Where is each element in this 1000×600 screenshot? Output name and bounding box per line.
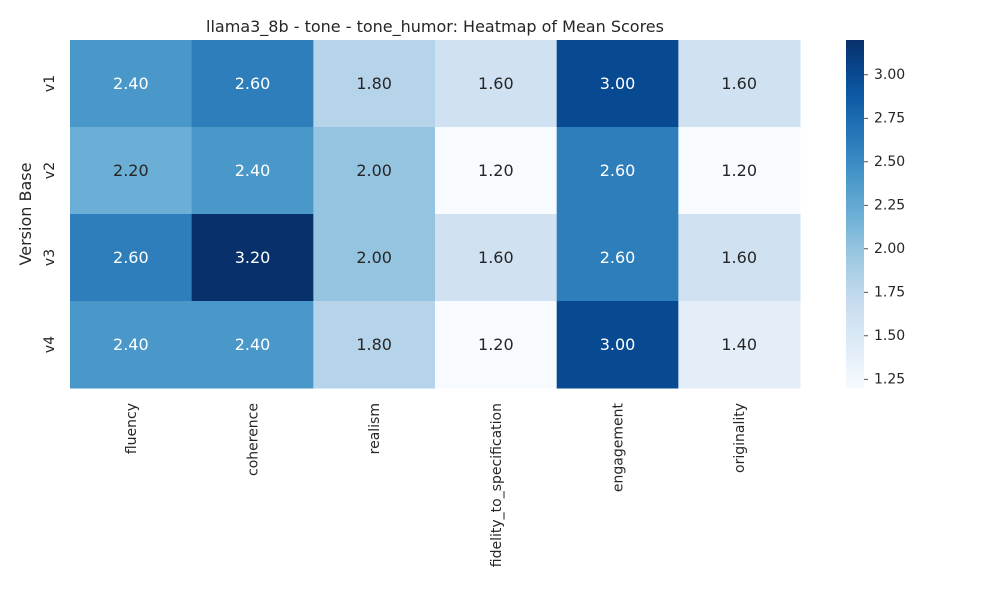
cell-value-label: 1.40 <box>721 335 757 354</box>
cell-value-label: 3.00 <box>600 74 636 93</box>
x-tick-label: originality <box>732 403 748 473</box>
heatmap-cell <box>70 40 193 128</box>
y-tick-label: v2 <box>42 162 58 179</box>
colorbar-tick-label: 2.00 <box>874 241 905 257</box>
cell-value-label: 1.60 <box>721 74 757 93</box>
colorbar-tick-label: 1.75 <box>874 284 905 300</box>
y-tick-label: v4 <box>42 336 58 353</box>
cell-value-label: 2.40 <box>113 335 149 354</box>
y-axis-label: Version Base <box>16 163 35 266</box>
x-tick-label: realism <box>367 403 383 454</box>
x-tick-labels: fluency coherence realism fidelity_to_speci… <box>124 403 748 568</box>
heatmap-cell <box>678 127 801 215</box>
cell-value-label: 2.00 <box>356 161 392 180</box>
colorbar-tick-label: 3.00 <box>874 67 905 83</box>
cell-value-label: 2.60 <box>113 248 149 267</box>
heatmap-cell <box>556 40 679 128</box>
heatmap-cell <box>435 301 558 389</box>
y-tick-labels: v1 v2 v3 v4 <box>42 75 58 353</box>
heatmap-cell <box>70 301 193 389</box>
y-tick-label: v3 <box>42 249 58 266</box>
heatmap-cell <box>678 214 801 302</box>
chart-title: llama3_8b - tone - tone_humor: Heatmap o… <box>206 17 664 37</box>
cell-value-label: 3.00 <box>600 335 636 354</box>
colorbar-tick-label: 1.50 <box>874 328 905 344</box>
cell-value-label: 1.80 <box>356 74 392 93</box>
cell-value-label: 2.60 <box>600 161 636 180</box>
heatmap-cell <box>435 40 558 128</box>
colorbar-tick-label: 2.50 <box>874 154 905 170</box>
heatmap-cell <box>556 301 679 389</box>
cell-value-label: 1.80 <box>356 335 392 354</box>
cell-value-label: 2.40 <box>113 74 149 93</box>
colorbar <box>846 40 864 388</box>
cell-value-label: 1.20 <box>478 161 514 180</box>
heatmap-cell <box>70 214 193 302</box>
cell-value-label: 1.60 <box>478 248 514 267</box>
heatmap-cell <box>191 127 314 215</box>
heatmap-cell <box>313 127 436 215</box>
x-tick-label: engagement <box>611 403 627 493</box>
cell-value-label: 2.40 <box>235 161 271 180</box>
cell-value-label: 2.00 <box>356 248 392 267</box>
heatmap-cell <box>678 301 801 389</box>
heatmap-cell <box>313 301 436 389</box>
x-tick-label: fluency <box>124 403 140 454</box>
heatmap-cell <box>678 40 801 128</box>
heatmap-cell <box>556 214 679 302</box>
cell-value-label: 2.20 <box>113 161 149 180</box>
heatmap-cell <box>70 127 193 215</box>
heatmap-cell <box>191 40 314 128</box>
cell-value-label: 1.60 <box>721 248 757 267</box>
heatmap-cell <box>435 127 558 215</box>
colorbar-tick-label: 1.25 <box>874 371 905 387</box>
cell-value-label: 2.60 <box>235 74 271 93</box>
colorbar-ticks: 1.25 1.50 1.75 2.00 2.25 2.50 2.75 3.00 <box>864 67 905 387</box>
cell-value-label: 1.20 <box>478 335 514 354</box>
x-tick-label: fidelity_to_specification <box>489 403 505 567</box>
cell-value-label: 2.60 <box>600 248 636 267</box>
y-tick-label: v1 <box>42 75 58 92</box>
heatmap-cell-labels: 2.40 2.60 1.80 1.60 3.00 1.60 2.20 2.40 2.00 1.20… <box>113 74 757 354</box>
cell-value-label: 3.20 <box>235 248 271 267</box>
cell-value-label: 2.40 <box>235 335 271 354</box>
colorbar-tick-label: 2.25 <box>874 197 905 213</box>
heatmap-cell <box>191 301 314 389</box>
heatmap-cell <box>191 214 314 302</box>
heatmap-cell <box>313 40 436 128</box>
x-tick-label: coherence <box>246 403 262 476</box>
heatmap-cell <box>313 214 436 302</box>
heatmap-cell <box>435 214 558 302</box>
cell-value-label: 1.20 <box>721 161 757 180</box>
heatmap-cells <box>70 40 801 389</box>
heatmap-cell <box>556 127 679 215</box>
cell-value-label: 1.60 <box>478 74 514 93</box>
colorbar-tick-label: 2.75 <box>874 110 905 126</box>
